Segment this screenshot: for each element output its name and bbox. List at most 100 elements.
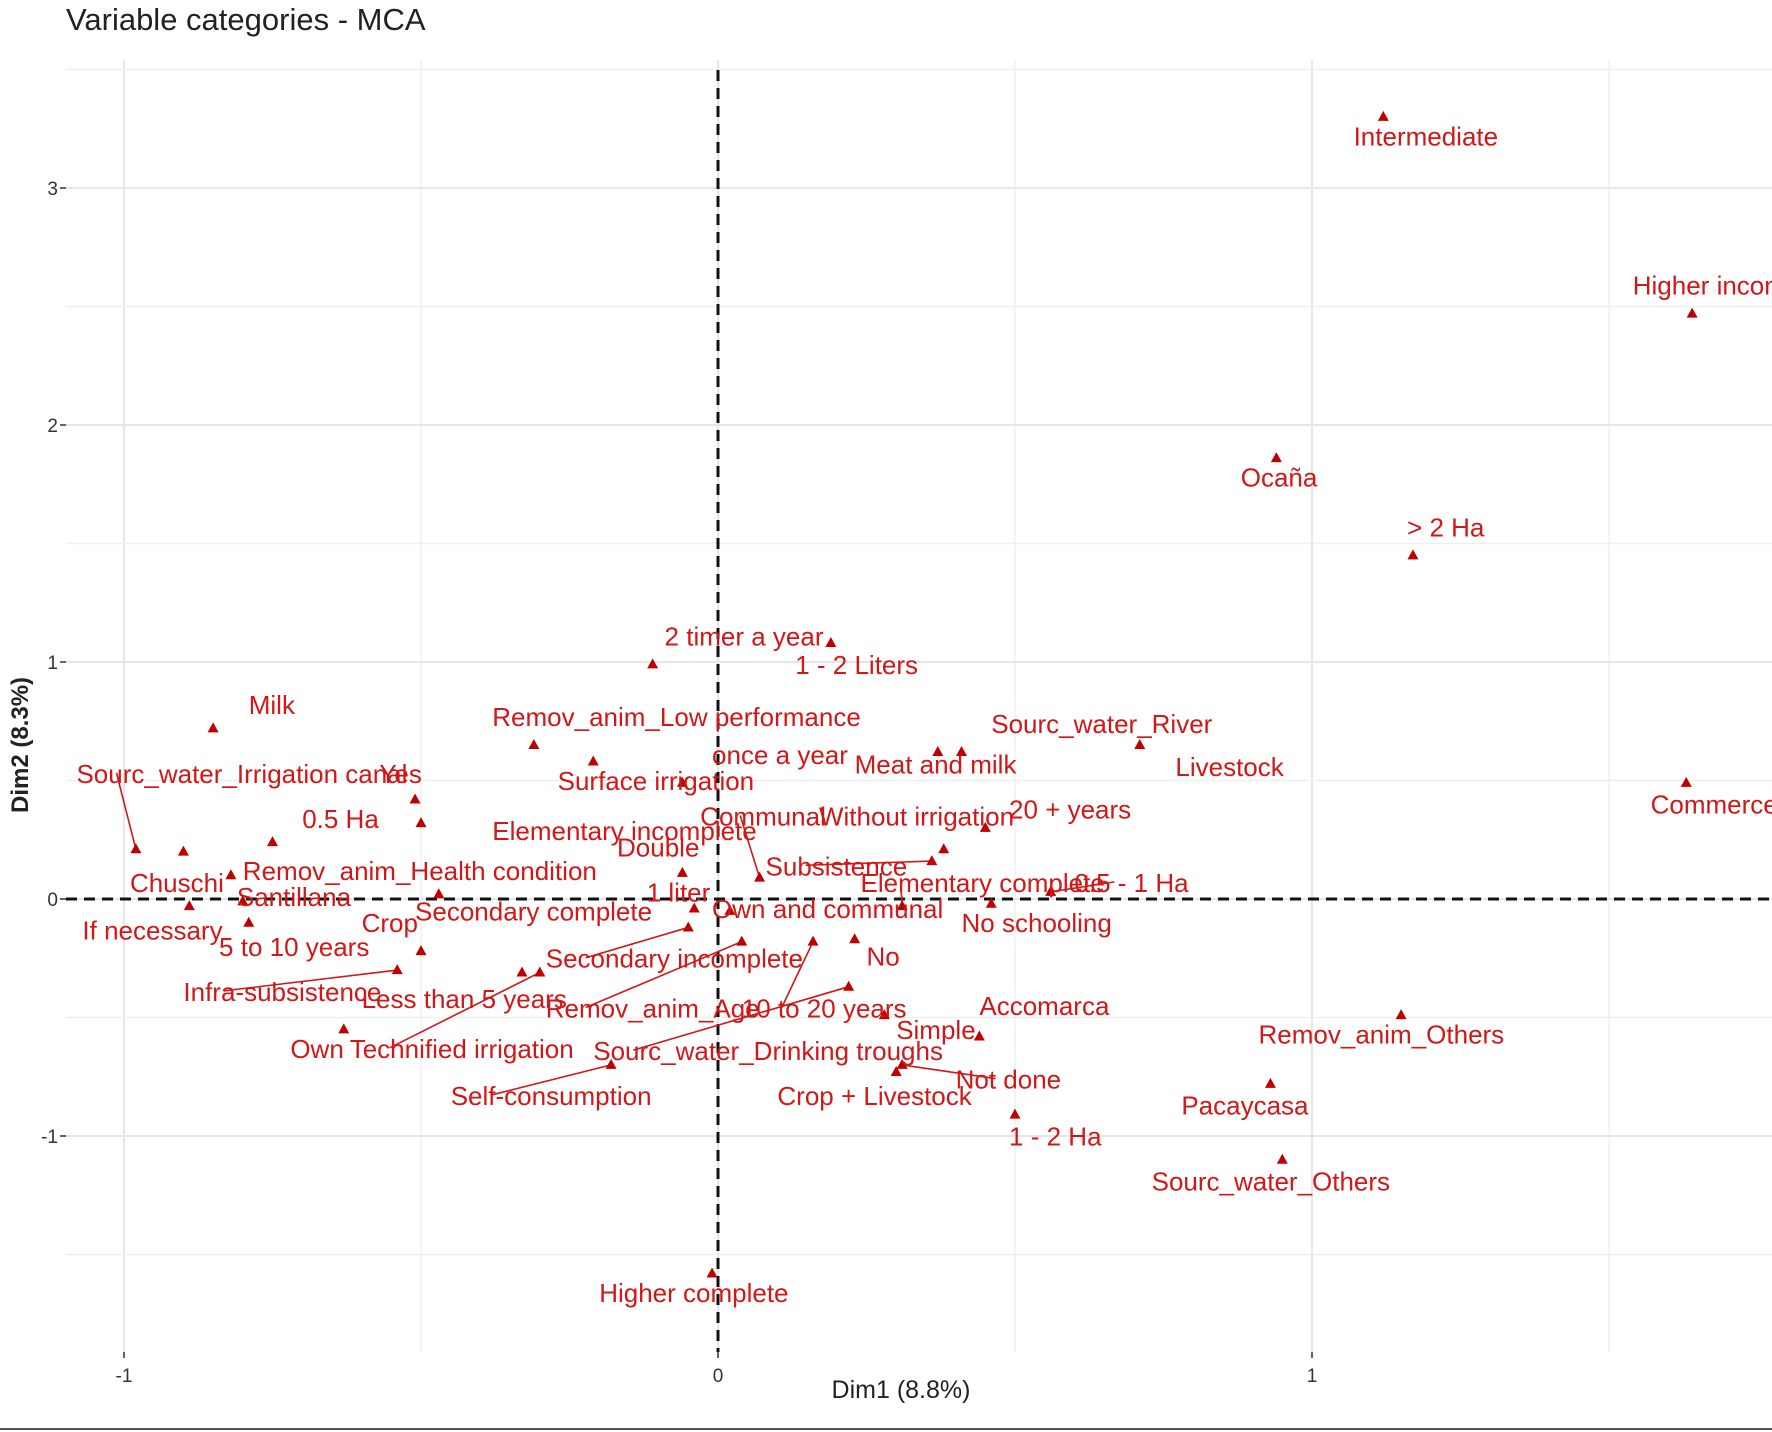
data-point — [1270, 452, 1282, 463]
point-label: Accomarca — [979, 991, 1110, 1021]
point-label: Own — [290, 1034, 343, 1064]
data-point — [1407, 549, 1419, 560]
data-point — [688, 902, 700, 913]
x-tick-label: -1 — [116, 1366, 133, 1387]
point-label: Crop + Livestock — [777, 1081, 972, 1111]
data-point — [433, 888, 445, 899]
data-point — [1009, 1108, 1021, 1119]
data-point — [1395, 1009, 1407, 1020]
point-label: 1 - 2 Ha — [1009, 1121, 1102, 1151]
point-label: Simple — [896, 1015, 975, 1045]
point-label: Remov_anim_Age — [546, 994, 760, 1024]
point-label: > 2 Ha — [1407, 512, 1485, 542]
data-point — [676, 866, 688, 877]
data-point — [1377, 110, 1389, 121]
data-point — [973, 1030, 985, 1041]
point-labels: Intermediate Higher incomplete Ocaña > 2 Ha… — [76, 121, 1772, 1308]
data-point — [207, 722, 219, 733]
point-label: 2 timer a year — [665, 621, 824, 651]
data-point — [528, 738, 540, 749]
point-label: Yes — [379, 759, 421, 789]
data-point — [825, 637, 837, 648]
point-label: Sourc_water_River — [991, 709, 1212, 739]
point-label: once a year — [712, 740, 848, 770]
data-point — [807, 935, 819, 946]
point-label: Without irrigation — [819, 802, 1014, 832]
y-tick-label: 0 — [47, 890, 58, 911]
data-point — [237, 895, 249, 906]
y-tick-label: -1 — [41, 1127, 58, 1148]
data-point — [754, 871, 766, 882]
data-point — [605, 1058, 617, 1069]
label-leader — [805, 860, 932, 867]
point-label: No — [867, 941, 900, 971]
x-tick-label: 1 — [1307, 1366, 1318, 1387]
data-point — [534, 966, 546, 977]
data-point — [896, 900, 908, 911]
data-point — [415, 817, 427, 828]
point-label: Crop — [362, 908, 418, 938]
y-tick-label: 3 — [47, 179, 58, 200]
data-point — [706, 1267, 718, 1278]
point-label: Technified irrigation — [350, 1034, 574, 1064]
point-label: Self-consumption — [451, 1081, 652, 1111]
data-point — [890, 1066, 902, 1077]
data-point — [736, 935, 748, 946]
data-point — [724, 904, 736, 915]
point-label: Double — [617, 832, 699, 862]
data-point — [177, 845, 189, 856]
point-label: Own and communal — [712, 894, 943, 924]
point-label: Communal — [700, 802, 826, 832]
axis-ticks: -1 0 1 -1 0 1 2 3 — [41, 179, 1317, 1387]
point-label: Higher complete — [599, 1278, 788, 1308]
point-label: No schooling — [962, 908, 1112, 938]
label-leader — [389, 971, 541, 1049]
data-point — [843, 980, 855, 991]
label-leader — [902, 1064, 996, 1080]
data-point — [849, 933, 861, 944]
data-point — [1276, 1153, 1288, 1164]
data-point — [985, 897, 997, 908]
data-point — [243, 916, 255, 927]
point-label: 1 - 2 Liters — [795, 650, 918, 680]
data-point — [1686, 307, 1698, 318]
point-label: Secondary incomplete — [546, 944, 803, 974]
point-label: If necessary — [82, 915, 222, 945]
point-label: Infra-subsistence — [183, 977, 381, 1007]
data-point — [1045, 885, 1057, 896]
data-point — [1134, 738, 1146, 749]
point-label: Surface irrigation — [558, 766, 755, 796]
point-label: Sourc_water_Others — [1152, 1167, 1390, 1197]
data-point — [938, 843, 950, 854]
label-leader — [781, 941, 814, 1008]
point-label: Meat and milk — [855, 749, 1018, 779]
point-label: Subsistence — [766, 851, 908, 881]
data-point — [267, 836, 278, 847]
data-point — [587, 755, 599, 766]
data-point — [409, 793, 421, 804]
point-label: 5 to 10 years — [219, 932, 369, 962]
point-label: Chuschi — [130, 868, 224, 898]
data-point — [183, 900, 195, 911]
point-label: Sourc_water_Irrigation canal — [76, 759, 407, 789]
data-point — [130, 843, 142, 854]
y-tick-label: 2 — [47, 416, 58, 437]
y-tick-label: 1 — [47, 653, 58, 674]
data-point — [926, 855, 938, 866]
label-leader — [739, 815, 761, 878]
label-leaders — [115, 772, 1115, 1096]
label-leader — [490, 1064, 612, 1096]
data-point — [878, 1009, 890, 1020]
label-leader — [633, 985, 849, 1051]
point-label: Remov_anim_Low performance — [492, 702, 861, 732]
data-point — [415, 945, 427, 956]
x-axis-title: Dim1 (8.8%) — [832, 1376, 971, 1404]
point-label: Elementary incomplete — [492, 816, 756, 846]
point-label: 20 + years — [1009, 794, 1131, 824]
point-label: Higher incomplete — [1633, 271, 1772, 301]
reference-lines — [66, 70, 1772, 1352]
data-point — [225, 869, 237, 880]
point-label: Less than 5 years — [362, 984, 567, 1014]
point-label: Intermediate — [1354, 121, 1499, 151]
